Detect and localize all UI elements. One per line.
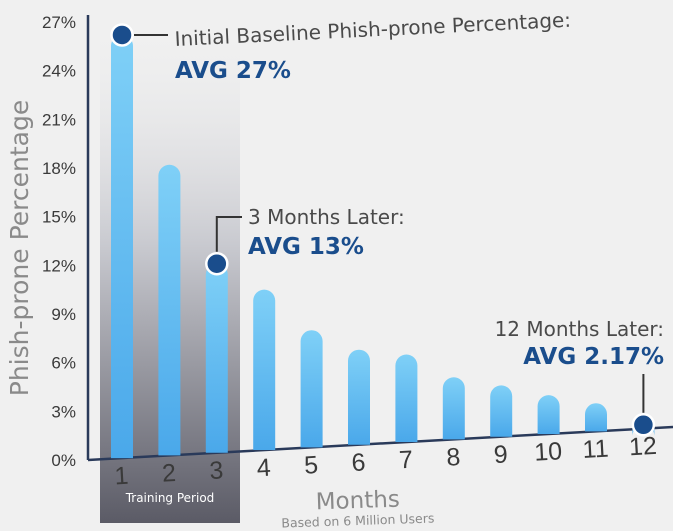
x-tick-label: 12 bbox=[628, 432, 657, 462]
annotation-value: AVG 13% bbox=[248, 234, 364, 260]
y-tick-label: 9% bbox=[51, 305, 76, 324]
y-tick-label: 0% bbox=[51, 451, 76, 470]
bar-month-5 bbox=[300, 330, 323, 448]
bar-month-2 bbox=[158, 164, 181, 456]
marker-month-12 bbox=[631, 413, 656, 437]
bar-month-11 bbox=[585, 403, 607, 432]
annotation-label: 3 Months Later: bbox=[248, 205, 405, 229]
annotation-label: Initial Baseline Phish-prone Percentage: bbox=[174, 8, 571, 51]
y-axis-label: Phish-prone Percentage bbox=[5, 100, 34, 396]
x-tick-label: 9 bbox=[493, 440, 508, 469]
y-tick-label: 15% bbox=[42, 208, 76, 227]
annotation-connector bbox=[215, 216, 242, 252]
training-period-label: Training Period bbox=[125, 491, 215, 505]
y-tick-label: 27% bbox=[42, 13, 76, 32]
x-tick-label: 11 bbox=[582, 435, 609, 464]
x-tick-label: 1 bbox=[114, 462, 129, 491]
x-tick-label: 2 bbox=[161, 459, 176, 488]
bar-month-9 bbox=[490, 385, 513, 437]
y-tick-label: 24% bbox=[42, 62, 76, 81]
y-tick-label: 3% bbox=[51, 402, 76, 421]
marker-month-3 bbox=[205, 251, 229, 276]
x-axis-line bbox=[87, 425, 673, 462]
bar-month-6 bbox=[348, 349, 370, 445]
bar-month-1 bbox=[111, 34, 133, 459]
bar-month-4 bbox=[253, 289, 276, 451]
chart-subtitle: Based on 6 Million Users bbox=[281, 510, 434, 530]
y-tick-labels: 0% 3% 6% 9% 12% 15% 18% 21% 24% 27% bbox=[42, 13, 76, 470]
x-tick-label: 4 bbox=[256, 454, 272, 483]
x-axis-label: Months bbox=[315, 487, 400, 516]
bar-month-10 bbox=[537, 395, 560, 435]
y-tick-label: 21% bbox=[42, 110, 76, 129]
bar-month-8 bbox=[442, 377, 465, 440]
annotation-label: 12 Months Later: bbox=[495, 317, 664, 341]
x-tick-label: 6 bbox=[351, 448, 366, 477]
x-tick-label: 5 bbox=[303, 451, 318, 480]
x-tick-label: 10 bbox=[533, 437, 562, 467]
x-tick-label: 3 bbox=[209, 456, 224, 485]
y-tick-label: 12% bbox=[42, 256, 76, 275]
bar-month-7 bbox=[395, 354, 418, 443]
y-tick-label: 6% bbox=[51, 354, 76, 373]
annotation-value: AVG 27% bbox=[175, 58, 291, 84]
y-tick-label: 18% bbox=[42, 159, 76, 178]
x-tick-label: 8 bbox=[446, 443, 461, 472]
x-tick-label: 7 bbox=[398, 446, 413, 475]
bar-month-3 bbox=[205, 263, 228, 453]
marker-month-1 bbox=[110, 23, 134, 47]
x-tick-labels: 1 2 3 4 5 6 7 8 9 10 11 12 bbox=[114, 432, 658, 491]
bars bbox=[111, 34, 655, 459]
annotation-value: AVG 2.17% bbox=[523, 344, 664, 370]
